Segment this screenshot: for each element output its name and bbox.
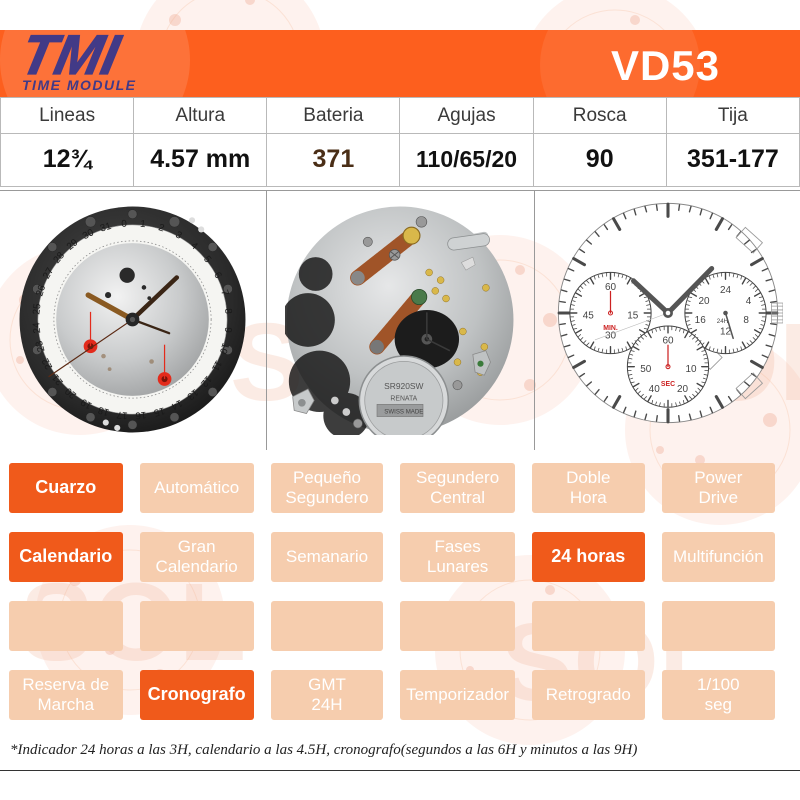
svg-text:MIN.: MIN. xyxy=(603,325,618,332)
svg-text:50: 50 xyxy=(640,364,652,375)
svg-text:24: 24 xyxy=(720,285,732,296)
svg-text:24: 24 xyxy=(31,321,43,333)
svg-text:SWISS MADE: SWISS MADE xyxy=(384,409,423,416)
svg-text:17: 17 xyxy=(116,408,129,420)
svg-text:15: 15 xyxy=(627,310,639,321)
svg-text:8: 8 xyxy=(743,315,749,326)
svg-text:40: 40 xyxy=(649,384,661,395)
svg-text:16: 16 xyxy=(695,315,707,326)
svg-text:SR920SW: SR920SW xyxy=(384,381,423,391)
svg-text:4: 4 xyxy=(746,296,752,307)
svg-text:45: 45 xyxy=(583,310,595,321)
svg-text:TIME MODULE: TIME MODULE xyxy=(22,77,137,93)
svg-text:24H: 24H xyxy=(717,318,728,325)
svg-text:10: 10 xyxy=(685,364,697,375)
svg-text:20: 20 xyxy=(698,296,710,307)
svg-text:16: 16 xyxy=(134,409,146,421)
svg-text:SEC: SEC xyxy=(661,381,675,388)
svg-text:RENATA: RENATA xyxy=(390,396,417,403)
svg-text:20: 20 xyxy=(677,384,689,395)
svg-text:25: 25 xyxy=(31,303,43,316)
